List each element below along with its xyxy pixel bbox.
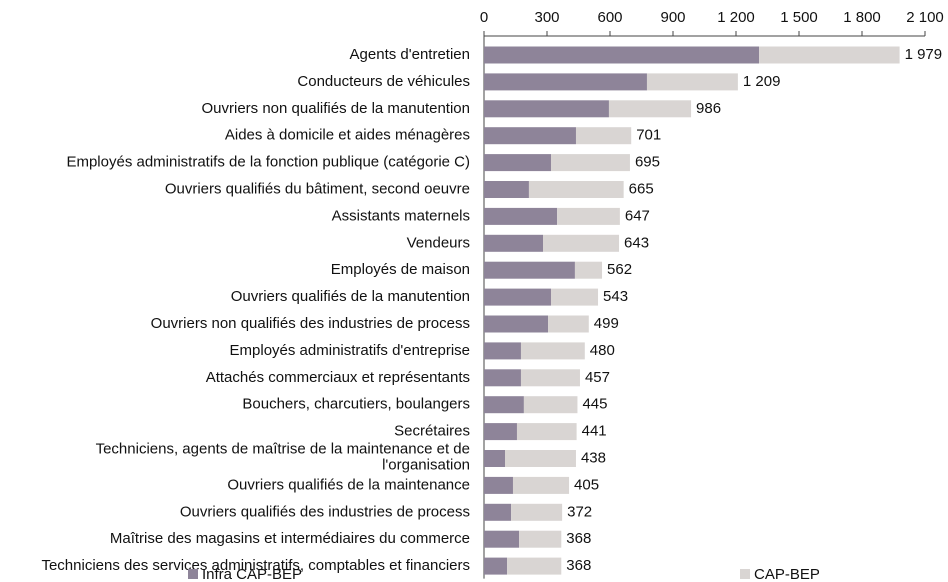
bar-segment [759,46,900,64]
bar-segment [484,503,512,521]
category-label: Employés de maison [331,261,470,278]
bar-segment [484,207,558,225]
total-label: 986 [696,100,721,117]
bar-segment [574,261,603,279]
x-tick-label: 600 [597,9,622,26]
legend-swatch [740,569,750,579]
total-label: 368 [566,530,591,547]
bar-segment [519,530,562,548]
bar-segment [484,288,551,306]
total-label: 643 [624,234,649,251]
total-label: 441 [582,423,607,440]
bar-segment [484,369,521,387]
total-label: 701 [636,127,661,144]
category-label: Techniciens des services administratifs,… [41,557,470,574]
bar-segment [484,530,520,548]
bar-segment [505,450,576,467]
bar-segment [528,181,624,198]
x-tick-label: 900 [660,9,685,26]
bar-segment [484,261,575,279]
category-label: Employés administratifs d'entreprise [230,342,470,359]
bar-segment [484,127,576,145]
x-tick-label: 1 800 [843,9,881,26]
legend-label: CAP-BEP [754,566,820,582]
category-label: Ouvriers qualifiés du bâtiment, second o… [165,180,470,197]
bar-segment [484,396,524,414]
bar-segment [484,181,529,198]
total-label: 438 [581,449,606,466]
bar-segment [484,342,521,360]
bar-segment [550,154,630,172]
bar-segment [646,73,738,91]
x-tick-label: 2 100 [906,9,944,26]
category-label: Vendeurs [407,234,470,251]
category-label: Techniciens, agents de maîtrise de la ma… [96,440,470,473]
bar-segment [484,315,549,333]
x-tick-label: 1 500 [780,9,818,26]
category-label: Agents d'entretien [350,46,470,63]
bar-segment [484,450,505,467]
category-label: Aides à domicile et aides ménagères [225,127,470,144]
bar-segment [484,100,609,118]
category-label: Ouvriers qualifiés de la manutention [231,288,470,305]
bar-segment [520,369,580,387]
total-label: 480 [590,342,615,359]
bar-segment [543,234,620,252]
bar-segment [523,396,578,414]
legend-label: Infra CAP-BEP [202,566,302,582]
category-label: Secrétaires [394,423,470,440]
total-label: 405 [574,476,599,493]
bar-segment [516,423,577,441]
total-label: 647 [625,207,650,224]
x-tick-label: 0 [480,9,488,26]
bar-segment [507,557,562,575]
category-label: Conducteurs de véhicules [297,73,470,90]
bar-segment [484,73,647,91]
category-label: Bouchers, charcutiers, boulangers [242,396,470,413]
total-label: 562 [607,261,632,278]
x-tick-label: 300 [534,9,559,26]
total-label: 445 [582,396,607,413]
bar-segment [484,423,517,441]
category-label: Maîtrise des magasins et intermédiaires … [110,530,470,547]
category-label: Attachés commerciaux et représentants [206,369,470,386]
bar-segment [484,476,513,494]
bar-segment [512,476,570,494]
bar-segment [608,100,692,118]
x-tick-label: 1 200 [717,9,755,26]
category-label: Assistants maternels [332,207,470,224]
bar-segment [520,342,585,360]
total-label: 499 [594,315,619,332]
category-label: Ouvriers qualifiés des industries de pro… [180,503,470,520]
total-label: 543 [603,288,628,305]
bar-segment [511,503,563,521]
legend-swatch [188,569,198,579]
total-label: 457 [585,369,610,386]
total-label: 665 [629,180,654,197]
bar-segment [575,127,632,145]
total-label: 372 [567,503,592,520]
bar-segment [557,207,620,225]
category-label: Ouvriers qualifiés de la maintenance [227,476,470,493]
bar-segment [550,288,599,306]
category-label: Ouvriers non qualifiés des industries de… [151,315,470,332]
bar-segment [484,234,544,252]
bar-segment [548,315,589,333]
total-label: 1 979 [905,46,943,63]
total-label: 695 [635,154,660,171]
bar-segment [484,46,760,64]
category-label: Employés administratifs de la fonction p… [66,154,470,171]
total-label: 368 [566,557,591,574]
bar-segment [484,154,551,172]
bar-segment [484,557,508,575]
category-label: Ouvriers non qualifiés de la manutention [202,100,471,117]
total-label: 1 209 [743,73,781,90]
